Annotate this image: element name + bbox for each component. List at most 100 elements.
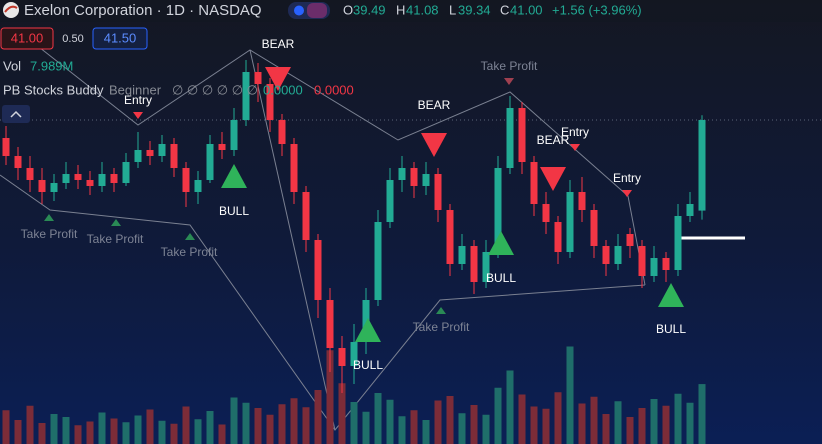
ohlc-value: 39.49 xyxy=(353,2,386,17)
candle-body xyxy=(26,168,34,180)
indicator-value: 0.0000 xyxy=(314,82,354,97)
ask-box[interactable] xyxy=(92,27,148,50)
candle-body xyxy=(326,300,334,348)
candle-body xyxy=(422,174,430,186)
volume-bar xyxy=(110,418,118,444)
volume-bar xyxy=(686,402,694,444)
annotation-label: Entry xyxy=(561,125,589,139)
legend-layer: Exelon Corporation · 1D · NASDAQ O 39.49… xyxy=(3,2,642,97)
volume-bar xyxy=(230,397,238,444)
volume-bar xyxy=(626,417,634,444)
candle-body xyxy=(110,174,118,183)
candle-body xyxy=(122,162,130,183)
signal-marker xyxy=(355,318,381,342)
candle-body xyxy=(674,216,682,270)
volume-bar xyxy=(86,421,94,444)
candle-body xyxy=(470,246,478,282)
chart-title: Exelon Corporation · 1D · NASDAQ xyxy=(24,2,262,19)
volume-bar xyxy=(674,393,682,444)
candle-body xyxy=(410,168,418,186)
candle-body xyxy=(506,108,514,168)
candle-body xyxy=(38,180,46,192)
candle-body xyxy=(290,144,298,192)
candle-body xyxy=(98,174,106,186)
volume-bar xyxy=(554,392,562,444)
volume-bar xyxy=(614,401,622,444)
volume-bar xyxy=(302,407,310,444)
volume-bar xyxy=(314,390,322,444)
signal-marker xyxy=(133,112,143,119)
volume-bar xyxy=(482,414,490,444)
volume-bar xyxy=(158,420,166,444)
bid-box[interactable] xyxy=(0,27,54,50)
signal-marker xyxy=(111,219,121,226)
volume-bar xyxy=(542,408,550,444)
candle-body xyxy=(518,108,526,162)
volume-bar xyxy=(122,422,130,444)
volume-bar xyxy=(602,414,610,444)
signal-marker xyxy=(540,167,566,191)
volume-bar xyxy=(134,415,142,444)
annotation-label: Take Profit xyxy=(87,232,144,246)
candle-body xyxy=(254,72,262,84)
decorations xyxy=(0,0,822,431)
bid-price: 41.00 xyxy=(11,30,44,45)
spread: 0.50 xyxy=(62,33,83,45)
volume-bar xyxy=(434,400,442,444)
volume-bar xyxy=(662,405,670,444)
signal-marker xyxy=(570,144,580,151)
candle-body xyxy=(194,180,202,192)
candle-body xyxy=(14,156,22,168)
candle-body xyxy=(554,222,562,252)
signal-marker xyxy=(421,133,447,157)
volume-bar xyxy=(206,411,214,444)
candle-body xyxy=(2,138,10,156)
candle-body xyxy=(50,183,58,192)
volume-bar xyxy=(398,416,406,444)
candle-body xyxy=(398,168,406,180)
volume-label: Vol xyxy=(3,58,21,73)
volume-bar xyxy=(410,410,418,444)
candle-body xyxy=(650,258,658,276)
volume-bar xyxy=(254,408,262,444)
candle-body xyxy=(446,210,454,264)
toggle-dot xyxy=(294,5,304,16)
candle-body xyxy=(362,300,370,342)
candle-body xyxy=(374,222,382,300)
candle-body xyxy=(278,120,286,144)
volume-bar xyxy=(698,384,706,444)
annotation-label: Entry xyxy=(613,171,641,185)
candle-body xyxy=(242,72,250,120)
indicator-name: PB Stocks Buddy xyxy=(3,82,104,97)
volume-value: 7.989M xyxy=(30,58,73,73)
volume-bar xyxy=(506,370,514,444)
candle-body xyxy=(494,168,502,252)
chevron xyxy=(10,110,22,118)
volume-bar xyxy=(590,396,598,444)
collapse-button[interactable] xyxy=(2,105,30,123)
annotation-label: Entry xyxy=(124,93,152,107)
volume-bar xyxy=(50,414,58,444)
signal-marker xyxy=(44,214,54,221)
candle-body xyxy=(338,348,346,366)
toggle-knob xyxy=(307,3,327,18)
candle-body xyxy=(590,210,598,246)
candle-body xyxy=(686,204,694,216)
candle-body xyxy=(578,192,586,210)
zigzag xyxy=(249,49,336,431)
candle-body xyxy=(158,144,166,156)
candle-body xyxy=(230,120,238,150)
candle-body xyxy=(266,84,274,120)
volume-bar xyxy=(422,420,430,444)
signal-marker xyxy=(504,78,514,85)
volume-bar xyxy=(386,399,394,444)
candle-body xyxy=(566,192,574,252)
annotation-label: BULL xyxy=(219,204,249,218)
volume-bar xyxy=(470,405,478,444)
annotation-label: BULL xyxy=(656,322,686,336)
annotation-label: BULL xyxy=(353,358,383,372)
annotation-label: BULL xyxy=(486,271,516,285)
volume-bar xyxy=(566,346,574,444)
